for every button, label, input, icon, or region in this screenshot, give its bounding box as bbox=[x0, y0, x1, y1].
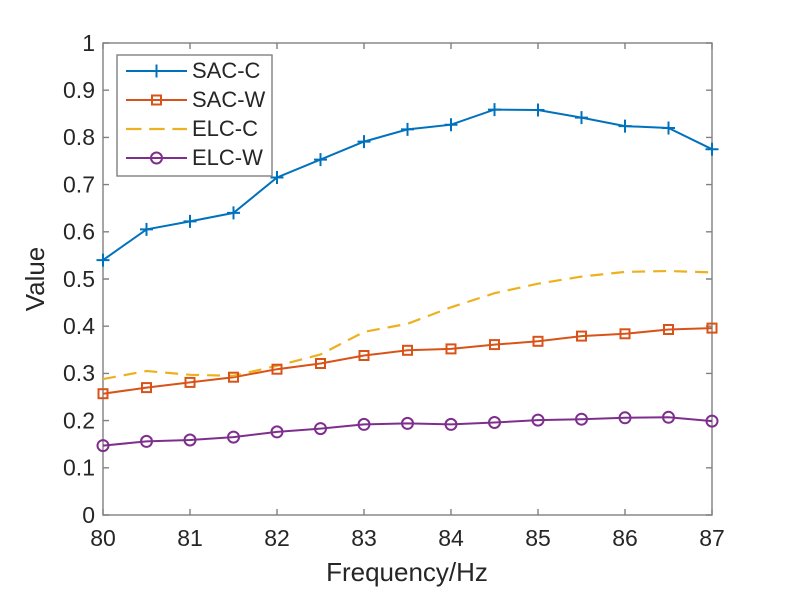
svg-text:SAC-W: SAC-W bbox=[192, 87, 266, 112]
svg-text:0.6: 0.6 bbox=[63, 219, 95, 245]
svg-text:0.1: 0.1 bbox=[63, 455, 95, 481]
svg-text:Value: Value bbox=[20, 247, 50, 312]
svg-text:83: 83 bbox=[351, 525, 377, 551]
svg-text:0.5: 0.5 bbox=[63, 266, 95, 292]
svg-text:SAC-C: SAC-C bbox=[192, 58, 261, 83]
svg-text:81: 81 bbox=[177, 525, 203, 551]
svg-text:Frequency/Hz: Frequency/Hz bbox=[326, 557, 488, 587]
svg-text:ELC-C: ELC-C bbox=[192, 116, 258, 141]
svg-text:87: 87 bbox=[699, 525, 725, 551]
svg-text:0.7: 0.7 bbox=[63, 171, 95, 197]
svg-text:84: 84 bbox=[438, 525, 464, 551]
svg-text:0.8: 0.8 bbox=[63, 124, 95, 150]
svg-text:0.4: 0.4 bbox=[63, 313, 95, 339]
svg-text:0.3: 0.3 bbox=[63, 360, 95, 386]
svg-text:0.2: 0.2 bbox=[63, 407, 95, 433]
svg-text:0.9: 0.9 bbox=[63, 77, 95, 103]
svg-text:82: 82 bbox=[264, 525, 290, 551]
svg-text:0: 0 bbox=[82, 502, 95, 528]
svg-text:1: 1 bbox=[82, 30, 95, 56]
svg-text:85: 85 bbox=[525, 525, 551, 551]
svg-text:80: 80 bbox=[90, 525, 116, 551]
svg-text:86: 86 bbox=[612, 525, 638, 551]
svg-text:ELC-W: ELC-W bbox=[192, 145, 263, 170]
